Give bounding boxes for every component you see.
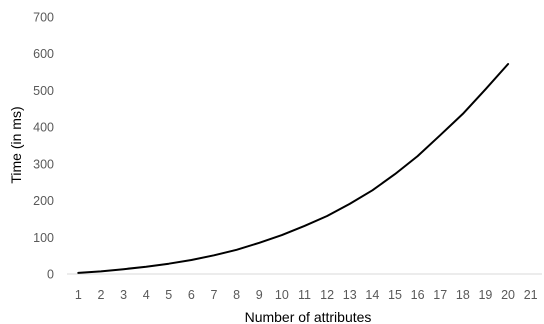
y-tick-label: 0 [47,268,54,282]
y-tick-label: 200 [33,194,54,208]
x-tick-labels: 1 2 3 4 5 6 7 8 9 10 11 12 13 14 15 16 17 18 19 20 21 [75,288,538,302]
x-tick-label: 4 [143,288,150,302]
x-tick-label: 3 [120,288,127,302]
x-tick-label: 10 [275,288,289,302]
x-tick-label: 14 [365,288,379,302]
x-tick-label: 11 [298,288,311,302]
x-tick-label: 18 [456,288,470,302]
y-tick-label: 100 [33,231,54,245]
y-tick-label: 300 [33,157,54,171]
x-tick-label: 6 [188,288,195,302]
y-axis-title: Time (in ms) [8,106,24,183]
x-tick-label: 1 [75,288,82,302]
x-tick-label: 9 [256,288,263,302]
x-tick-label: 20 [501,288,515,302]
y-tick-label: 500 [33,84,54,98]
x-tick-label: 8 [233,288,240,302]
y-tick-labels: 0 100 200 300 400 500 600 700 [33,11,54,282]
series-line [77,63,510,274]
x-tick-label: 17 [433,288,447,302]
x-tick-label: 21 [524,288,538,302]
x-tick-label: 15 [388,288,402,302]
x-tick-label: 2 [97,288,104,302]
x-tick-label: 16 [411,288,425,302]
y-tick-label: 700 [33,11,54,25]
x-axis-title: Number of attributes [245,309,372,324]
y-tick-label: 400 [33,121,54,135]
x-tick-label: 7 [211,288,218,302]
x-tick-label: 19 [478,288,492,302]
x-tick-label: 13 [343,288,357,302]
x-tick-label: 12 [320,288,334,302]
x-tick-label: 5 [165,288,172,302]
y-tick-label: 600 [33,47,54,61]
series-layer [77,63,510,274]
